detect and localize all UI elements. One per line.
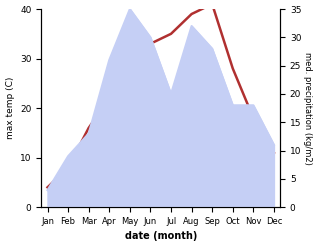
Y-axis label: med. precipitation (kg/m2): med. precipitation (kg/m2) [303,52,313,165]
X-axis label: date (month): date (month) [125,231,197,242]
Y-axis label: max temp (C): max temp (C) [5,77,15,139]
